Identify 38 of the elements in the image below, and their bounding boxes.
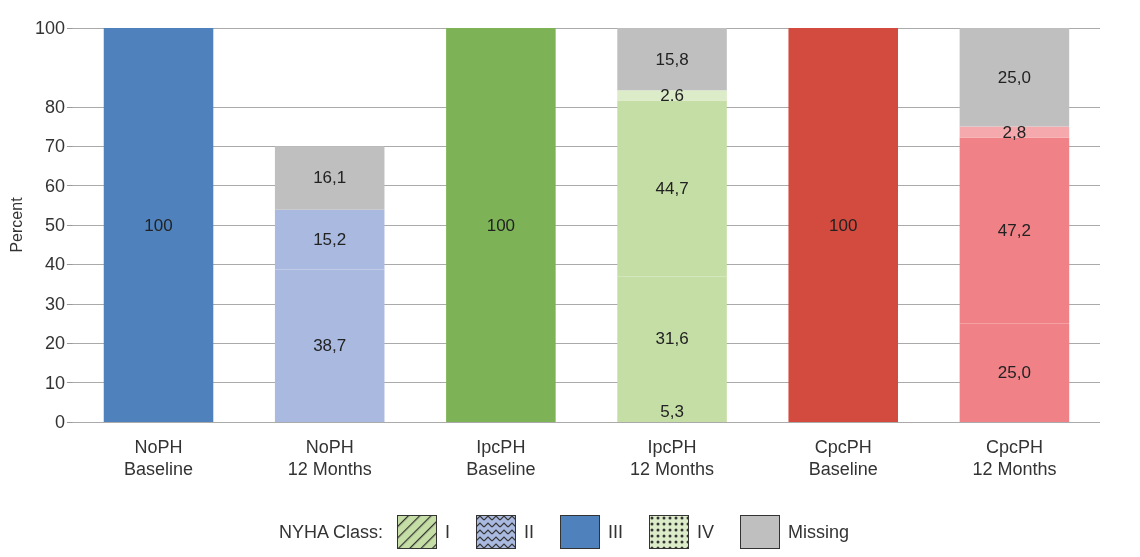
data-label: 100 xyxy=(829,215,858,235)
y-tick-label: 50 xyxy=(44,215,65,235)
y-tick-label: 70 xyxy=(44,136,65,157)
data-label: 15,8 xyxy=(655,49,689,69)
data-label: 16,1 xyxy=(313,168,347,188)
legend-title: NYHA Class: xyxy=(278,521,383,543)
data-label: 25,0 xyxy=(997,67,1031,87)
y-tick-label: 60 xyxy=(44,175,65,196)
legend-label: II xyxy=(523,521,534,543)
data-label: 38,7 xyxy=(313,336,347,356)
data-label: 31,6 xyxy=(655,329,689,349)
data-label: 5,3 xyxy=(660,402,684,422)
y-tick-label: 10 xyxy=(44,372,65,393)
legend-label: Missing xyxy=(788,521,850,543)
x-tick-label: IpcPH 12 Months xyxy=(630,437,715,479)
data-label: 100 xyxy=(486,215,516,235)
y-tick-label: 20 xyxy=(44,333,65,354)
legend-label: IV xyxy=(697,521,715,543)
y-tick-label: 0 xyxy=(54,412,65,432)
data-label: 100 xyxy=(144,215,173,235)
data-label: 15,2 xyxy=(313,230,347,250)
x-tick-label: CpcPH 12 Months xyxy=(972,437,1057,479)
data-label: 44,7 xyxy=(655,179,689,199)
data-label: 25,0 xyxy=(997,363,1031,383)
x-tick-label: NoPH 12 Months xyxy=(287,437,372,479)
y-tick-label: 80 xyxy=(44,96,65,117)
x-tick-label: IpcPH Baseline xyxy=(466,437,536,479)
y-tick-label: 100 xyxy=(34,18,65,38)
x-tick-label: CpcPH Baseline xyxy=(808,437,878,479)
data-label: 47,2 xyxy=(997,221,1031,241)
legend-label: III xyxy=(608,521,624,543)
y-tick-label: 30 xyxy=(44,293,65,314)
y-tick-label: 40 xyxy=(44,254,65,275)
data-label: 2,8 xyxy=(1002,122,1027,142)
y-axis-title: Percent xyxy=(7,196,25,253)
data-label: 2.6 xyxy=(660,85,684,105)
x-tick-label: NoPH Baseline xyxy=(124,437,194,479)
legend-label: I xyxy=(444,521,450,543)
